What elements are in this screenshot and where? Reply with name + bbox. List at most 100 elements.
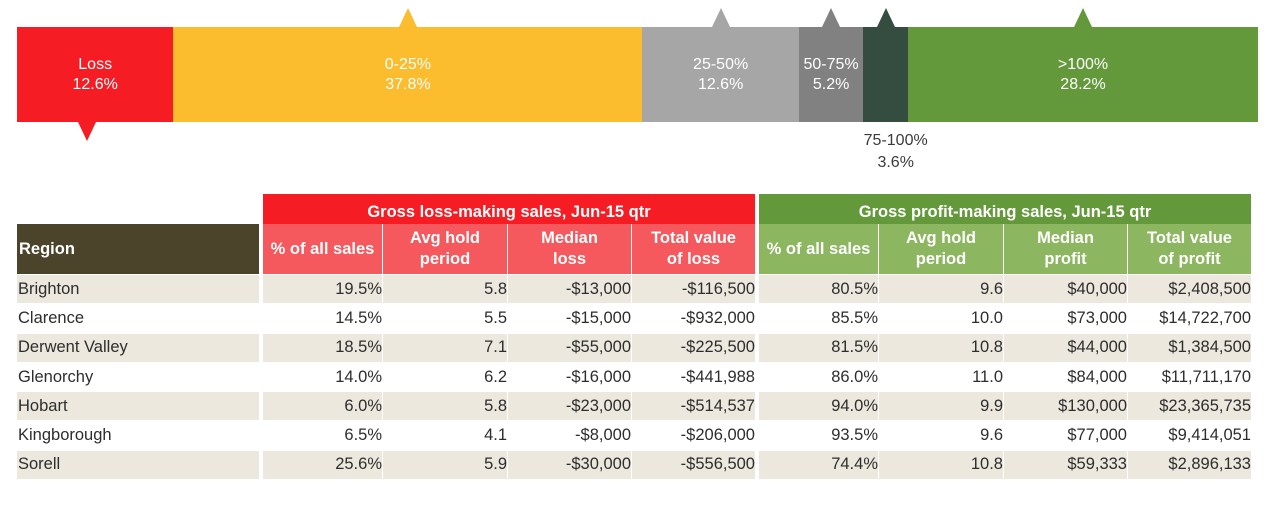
- bar-segment-value: 28.2%: [1060, 75, 1106, 93]
- region-cell: Sorell: [17, 449, 259, 480]
- bar-segment-value: 37.8%: [385, 75, 431, 93]
- table-cell: $59,333: [1003, 449, 1127, 480]
- stacked-bar-chart: Loss 12.6% 0-25% 37.8% 25-50% 12.6% 50-75% 5.2%…: [17, 8, 1258, 141]
- bar-segment-label: >100%: [1057, 55, 1109, 73]
- column-header: % of all sales: [755, 224, 878, 274]
- bar-segment-arrow-1: [398, 8, 417, 27]
- column-header-line: Total value: [651, 229, 736, 247]
- column-header: Avg hold period: [878, 224, 1003, 274]
- group-header-row: Gross loss-making sales, Jun-15 qtr Gros…: [17, 194, 1251, 224]
- bar-segment-arrow-0: [78, 122, 97, 141]
- column-header-line: Region: [19, 239, 75, 258]
- region-cell: Hobart: [17, 391, 259, 421]
- table-row: Hobart 6.0% 5.8 -$23,000 -$514,537 94.0% 9.9 $1…: [17, 391, 1251, 421]
- table-cell: $2,896,133: [1127, 449, 1251, 480]
- bar-segment-1: 0-25% 37.8%: [173, 8, 643, 122]
- column-header: Total value of profit: [1127, 224, 1251, 274]
- loss-group-header: Gross loss-making sales, Jun-15 qtr: [259, 194, 755, 224]
- column-header-line: of loss: [666, 250, 721, 268]
- sales-table: Gross loss-making sales, Jun-15 qtr Gros…: [17, 194, 1251, 480]
- table-cell: 9.6: [878, 420, 1003, 450]
- table-row: Glenorchy 14.0% 6.2 -$16,000 -$441,988 86.0% 1…: [17, 361, 1251, 392]
- table-cell: $40,000: [1003, 274, 1127, 304]
- column-header-line: % of all sales: [766, 239, 871, 258]
- table-cell: $77,000: [1003, 420, 1127, 450]
- table-cell: 74.4%: [755, 449, 878, 480]
- table-cell: 5.5: [382, 303, 507, 333]
- table-cell: 9.9: [878, 391, 1003, 421]
- bar-segment-2: 25-50% 12.6%: [642, 8, 799, 122]
- table-cell: $9,414,051: [1127, 420, 1251, 450]
- bar-segment-arrow-2: [711, 8, 730, 27]
- table-cell: 5.8: [382, 274, 507, 304]
- table-cell: 11.0: [878, 361, 1003, 392]
- table-cell: 80.5%: [755, 274, 878, 304]
- table-cell: 10.0: [878, 303, 1003, 333]
- region-cell: Glenorchy: [17, 361, 259, 392]
- table-cell: 25.6%: [259, 449, 382, 480]
- table-cell: 6.5%: [259, 420, 382, 450]
- table-cell: 10.8: [878, 449, 1003, 480]
- table-cell: -$30,000: [507, 449, 631, 480]
- column-header: Median profit: [1003, 224, 1127, 274]
- table-row: Derwent Valley 18.5% 7.1 -$55,000 -$225,500 8…: [17, 332, 1251, 362]
- table-cell: $44,000: [1003, 332, 1127, 362]
- table-cell: -$8,000: [507, 420, 631, 450]
- bar-segment-label: 75-100%: [863, 132, 928, 149]
- table-cell: 5.9: [382, 449, 507, 480]
- table-row: Sorell 25.6% 5.9 -$30,000 -$556,500 74.4% 10.8…: [17, 449, 1251, 480]
- table-cell: -$206,000: [631, 420, 755, 450]
- region-cell: Clarence: [17, 303, 259, 333]
- table-cell: 6.0%: [259, 391, 382, 421]
- bar-segment-4: [863, 8, 909, 122]
- bar-segment-arrow-5: [1073, 8, 1092, 27]
- column-header: % of all sales: [259, 224, 382, 274]
- column-header-line: Total value: [1147, 229, 1232, 247]
- table-cell: -$225,500: [631, 332, 755, 362]
- bar-segment-label: 25-50%: [693, 55, 749, 73]
- table-cell: 19.5%: [259, 274, 382, 304]
- table-cell: 86.0%: [755, 361, 878, 392]
- column-header-line: % of all sales: [270, 239, 375, 258]
- column-header: Total value of loss: [631, 224, 755, 274]
- column-header-line: period: [419, 250, 471, 268]
- region-cell: Kingborough: [17, 420, 259, 450]
- table-cell: $1,384,500: [1127, 332, 1251, 362]
- column-header-line: of profit: [1158, 250, 1221, 268]
- bar-segment-arrow-4: [876, 8, 895, 27]
- table-cell: -$932,000: [631, 303, 755, 333]
- column-header-line: Median: [541, 229, 598, 247]
- column-header-line: Avg hold: [410, 229, 480, 247]
- region-cell: Derwent Valley: [17, 332, 259, 362]
- column-header-line: loss: [552, 250, 587, 268]
- table-cell: 7.1: [382, 332, 507, 362]
- bar-segment-value: 12.6%: [697, 75, 744, 93]
- table-row: Clarence 14.5% 5.5 -$15,000 -$932,000 85.5% 10…: [17, 303, 1251, 333]
- bar-segment-value: 5.2%: [812, 75, 850, 93]
- table-cell: 14.0%: [259, 361, 382, 392]
- table-cell: 94.0%: [755, 391, 878, 421]
- table-cell: $11,711,170: [1127, 361, 1251, 392]
- column-header-row: Region % of all sales Avg hold period Median…: [17, 224, 1251, 274]
- region-cell: Brighton: [17, 274, 259, 304]
- table-row: Brighton 19.5% 5.8 -$13,000 -$116,500 80.5% 9.…: [17, 274, 1251, 304]
- table-cell: -$514,537: [631, 391, 755, 421]
- column-header-line: Median: [1037, 229, 1094, 247]
- profit-group-header: Gross profit-making sales, Jun-15 qtr: [755, 194, 1251, 224]
- bar-segment-5: >100% 28.2%: [908, 8, 1258, 122]
- table-cell: -$116,500: [631, 274, 755, 304]
- table-cell: 85.5%: [755, 303, 878, 333]
- table-cell: $130,000: [1003, 391, 1127, 421]
- table-cell: 81.5%: [755, 332, 878, 362]
- table-cell: 6.2: [382, 361, 507, 392]
- table-cell: 93.5%: [755, 420, 878, 450]
- bar-segment-arrow-3: [822, 8, 841, 27]
- table-cell: 9.6: [878, 274, 1003, 304]
- table-row: Kingborough 6.5% 4.1 -$8,000 -$206,000 93.5% 9…: [17, 420, 1251, 450]
- bar-segment-3: 50-75% 5.2%: [798, 8, 864, 122]
- bar-segment-0: Loss 12.6%: [17, 27, 174, 141]
- table-cell: $23,365,735: [1127, 391, 1251, 421]
- column-header: Region: [17, 224, 259, 274]
- table-cell: $2,408,500: [1127, 274, 1251, 304]
- table-cell: -$556,500: [631, 449, 755, 480]
